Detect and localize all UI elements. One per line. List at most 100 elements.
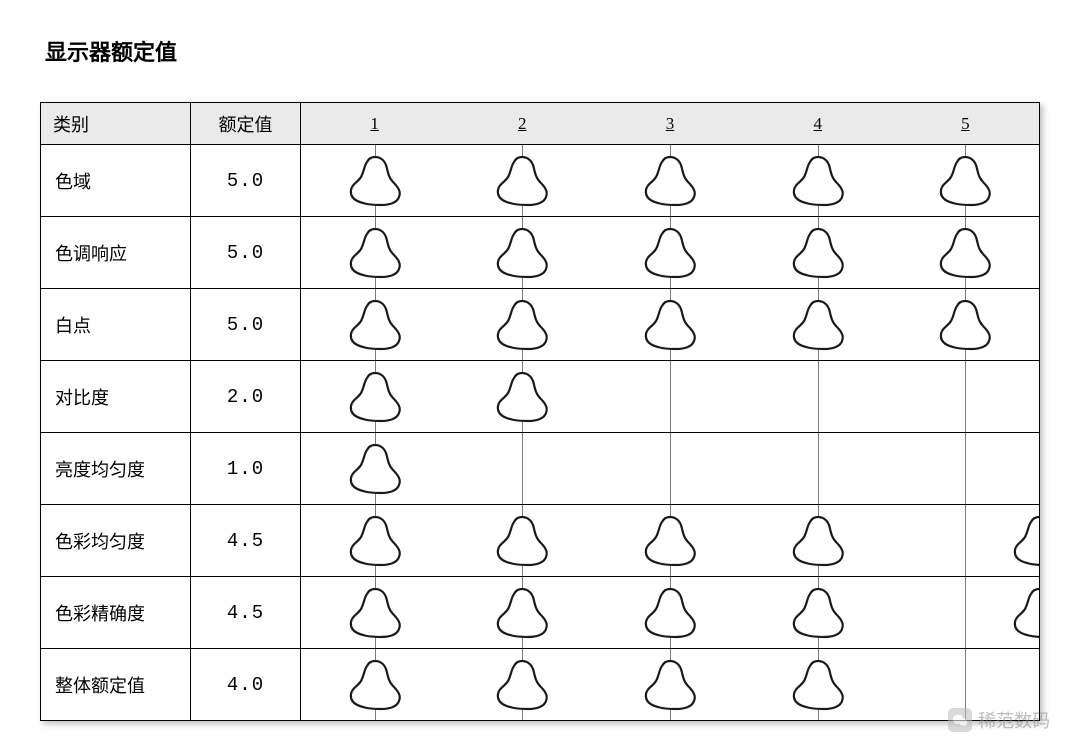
header-category: 类别	[41, 103, 191, 145]
cell-rating	[301, 505, 449, 577]
cell-rating	[448, 577, 596, 649]
rating-icon	[347, 155, 403, 207]
cell-value: 5.0	[191, 145, 301, 217]
cell-rating	[596, 361, 744, 433]
header-score-1: 1	[301, 103, 449, 145]
rating-icon	[347, 299, 403, 351]
cell-category: 对比度	[41, 361, 191, 433]
rating-icon	[347, 587, 403, 639]
table-row: 色域5.0	[41, 145, 1040, 217]
table-row: 色彩均匀度4.5	[41, 505, 1040, 577]
cell-category: 亮度均匀度	[41, 433, 191, 505]
table-row: 亮度均匀度1.0	[41, 433, 1040, 505]
cell-rating	[448, 361, 596, 433]
cell-rating	[744, 289, 892, 361]
rating-half-icon	[1011, 587, 1039, 639]
rating-icon	[937, 299, 993, 351]
rating-icon	[494, 587, 550, 639]
header-score-5: 5	[892, 103, 1040, 145]
cell-rating	[744, 433, 892, 505]
table-row: 色彩精确度4.5	[41, 577, 1040, 649]
cell-rating	[301, 217, 449, 289]
rating-icon	[937, 155, 993, 207]
cell-rating	[892, 361, 1040, 433]
rating-icon	[642, 227, 698, 279]
watermark: 稀范数码	[948, 707, 1050, 733]
cell-rating	[892, 289, 1040, 361]
rating-icon	[642, 515, 698, 567]
cell-rating	[448, 649, 596, 721]
cell-rating	[744, 505, 892, 577]
cell-rating	[301, 289, 449, 361]
rating-icon	[790, 299, 846, 351]
cell-rating	[892, 577, 1040, 649]
cell-value: 1.0	[191, 433, 301, 505]
rating-icon	[790, 659, 846, 711]
rating-icon	[937, 227, 993, 279]
rating-half-icon	[1011, 515, 1039, 567]
cell-rating	[744, 649, 892, 721]
cell-rating	[892, 145, 1040, 217]
rating-icon	[494, 227, 550, 279]
cell-value: 4.0	[191, 649, 301, 721]
cell-rating	[892, 505, 1040, 577]
cell-rating	[744, 577, 892, 649]
rating-icon	[642, 659, 698, 711]
rating-icon	[494, 515, 550, 567]
table-row: 色调响应5.0	[41, 217, 1040, 289]
rating-icon	[347, 443, 403, 495]
rating-icon	[347, 515, 403, 567]
rating-icon	[790, 587, 846, 639]
watermark-text: 稀范数码	[978, 707, 1050, 733]
cell-rating	[596, 289, 744, 361]
rating-icon	[494, 371, 550, 423]
cell-value: 4.5	[191, 505, 301, 577]
cell-rating	[448, 505, 596, 577]
cell-rating	[744, 145, 892, 217]
cell-category: 白点	[41, 289, 191, 361]
cell-value: 4.5	[191, 577, 301, 649]
cell-rating	[448, 433, 596, 505]
cell-value: 5.0	[191, 217, 301, 289]
ratings-table-wrap: 类别 额定值 1 2 3 4 5 色域5.0色调响应5.0白点5.0对比度2.0…	[40, 102, 1040, 721]
rating-icon	[642, 587, 698, 639]
cell-rating	[596, 505, 744, 577]
cell-value: 5.0	[191, 289, 301, 361]
cell-rating	[596, 145, 744, 217]
rating-icon	[642, 299, 698, 351]
header-score-2: 2	[448, 103, 596, 145]
cell-category: 整体额定值	[41, 649, 191, 721]
rating-icon	[347, 659, 403, 711]
wechat-icon	[948, 708, 972, 732]
rating-icon	[347, 371, 403, 423]
rating-icon	[790, 155, 846, 207]
cell-rating	[892, 433, 1040, 505]
cell-rating	[301, 649, 449, 721]
cell-rating	[596, 217, 744, 289]
cell-rating	[448, 217, 596, 289]
cell-rating	[301, 145, 449, 217]
rating-icon	[642, 155, 698, 207]
cell-value: 2.0	[191, 361, 301, 433]
cell-rating	[892, 217, 1040, 289]
table-row: 对比度2.0	[41, 361, 1040, 433]
header-score-4: 4	[744, 103, 892, 145]
cell-category: 色域	[41, 145, 191, 217]
table-header-row: 类别 额定值 1 2 3 4 5	[41, 103, 1040, 145]
cell-rating	[448, 145, 596, 217]
cell-rating	[301, 577, 449, 649]
cell-category: 色彩均匀度	[41, 505, 191, 577]
cell-rating	[301, 361, 449, 433]
page-title: 显示器额定值	[45, 35, 1040, 67]
cell-category: 色彩精确度	[41, 577, 191, 649]
cell-rating	[744, 361, 892, 433]
cell-rating	[596, 577, 744, 649]
cell-rating	[744, 217, 892, 289]
rating-icon	[790, 515, 846, 567]
cell-category: 色调响应	[41, 217, 191, 289]
cell-rating	[448, 289, 596, 361]
table-row: 整体额定值4.0	[41, 649, 1040, 721]
cell-rating	[596, 649, 744, 721]
ratings-table: 类别 额定值 1 2 3 4 5 色域5.0色调响应5.0白点5.0对比度2.0…	[40, 102, 1040, 721]
table-row: 白点5.0	[41, 289, 1040, 361]
